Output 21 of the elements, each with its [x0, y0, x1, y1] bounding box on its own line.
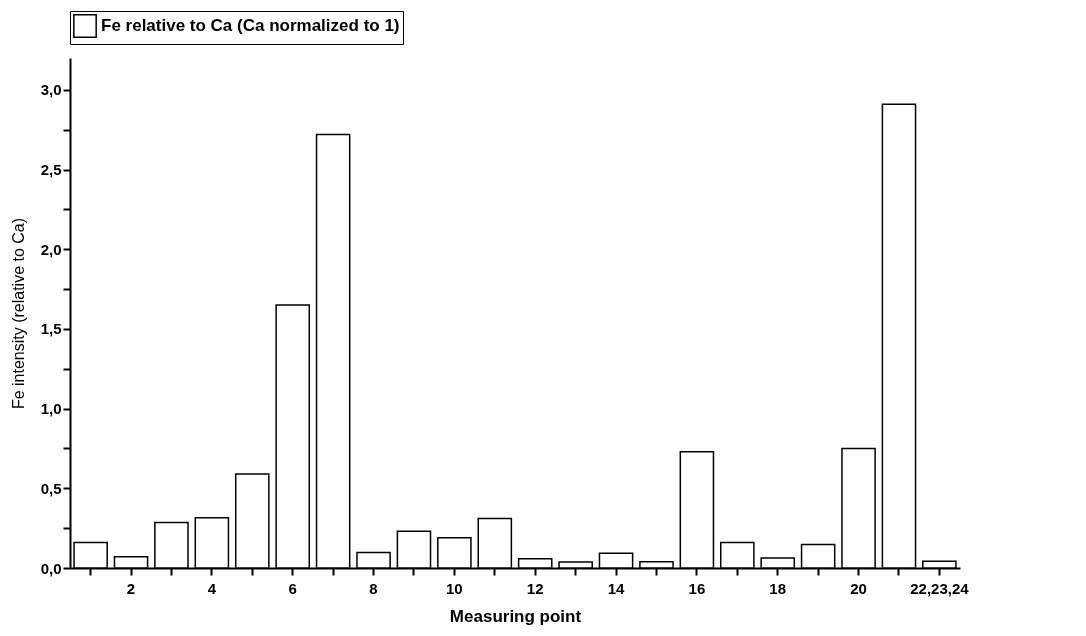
y-tick-label: 0,5 — [40, 479, 62, 497]
x-tick-label: 2 — [126, 579, 136, 597]
y-tick-label: 3,0 — [40, 81, 62, 99]
y-tick-label: 1,0 — [40, 400, 62, 418]
x-tick-label: 4 — [207, 579, 217, 597]
x-tick-label: 14 — [607, 579, 626, 597]
x-tick-label: 20 — [850, 579, 867, 597]
x-tick-label: 10 — [446, 579, 463, 597]
x-tick-label: 16 — [688, 579, 706, 597]
y-axis-title: Fe intensity (relative to Ca) — [9, 217, 27, 410]
y-tick-label: 2,5 — [40, 161, 62, 179]
x-tick-label: 18 — [769, 579, 787, 597]
y-tick-label: 2,0 — [40, 240, 62, 258]
x-tick-label: 8 — [369, 579, 378, 597]
x-tick-label: 22,23,24 — [910, 579, 970, 597]
x-tick-label: 6 — [288, 579, 297, 597]
y-tick-label: 0,0 — [40, 559, 62, 577]
legend-label: Fe relative to Ca (Ca normalized to 1) — [101, 16, 400, 35]
x-tick-label: 12 — [526, 579, 544, 597]
y-tick-label: 1,5 — [40, 320, 62, 338]
x-axis-title: Measuring point — [449, 606, 582, 626]
